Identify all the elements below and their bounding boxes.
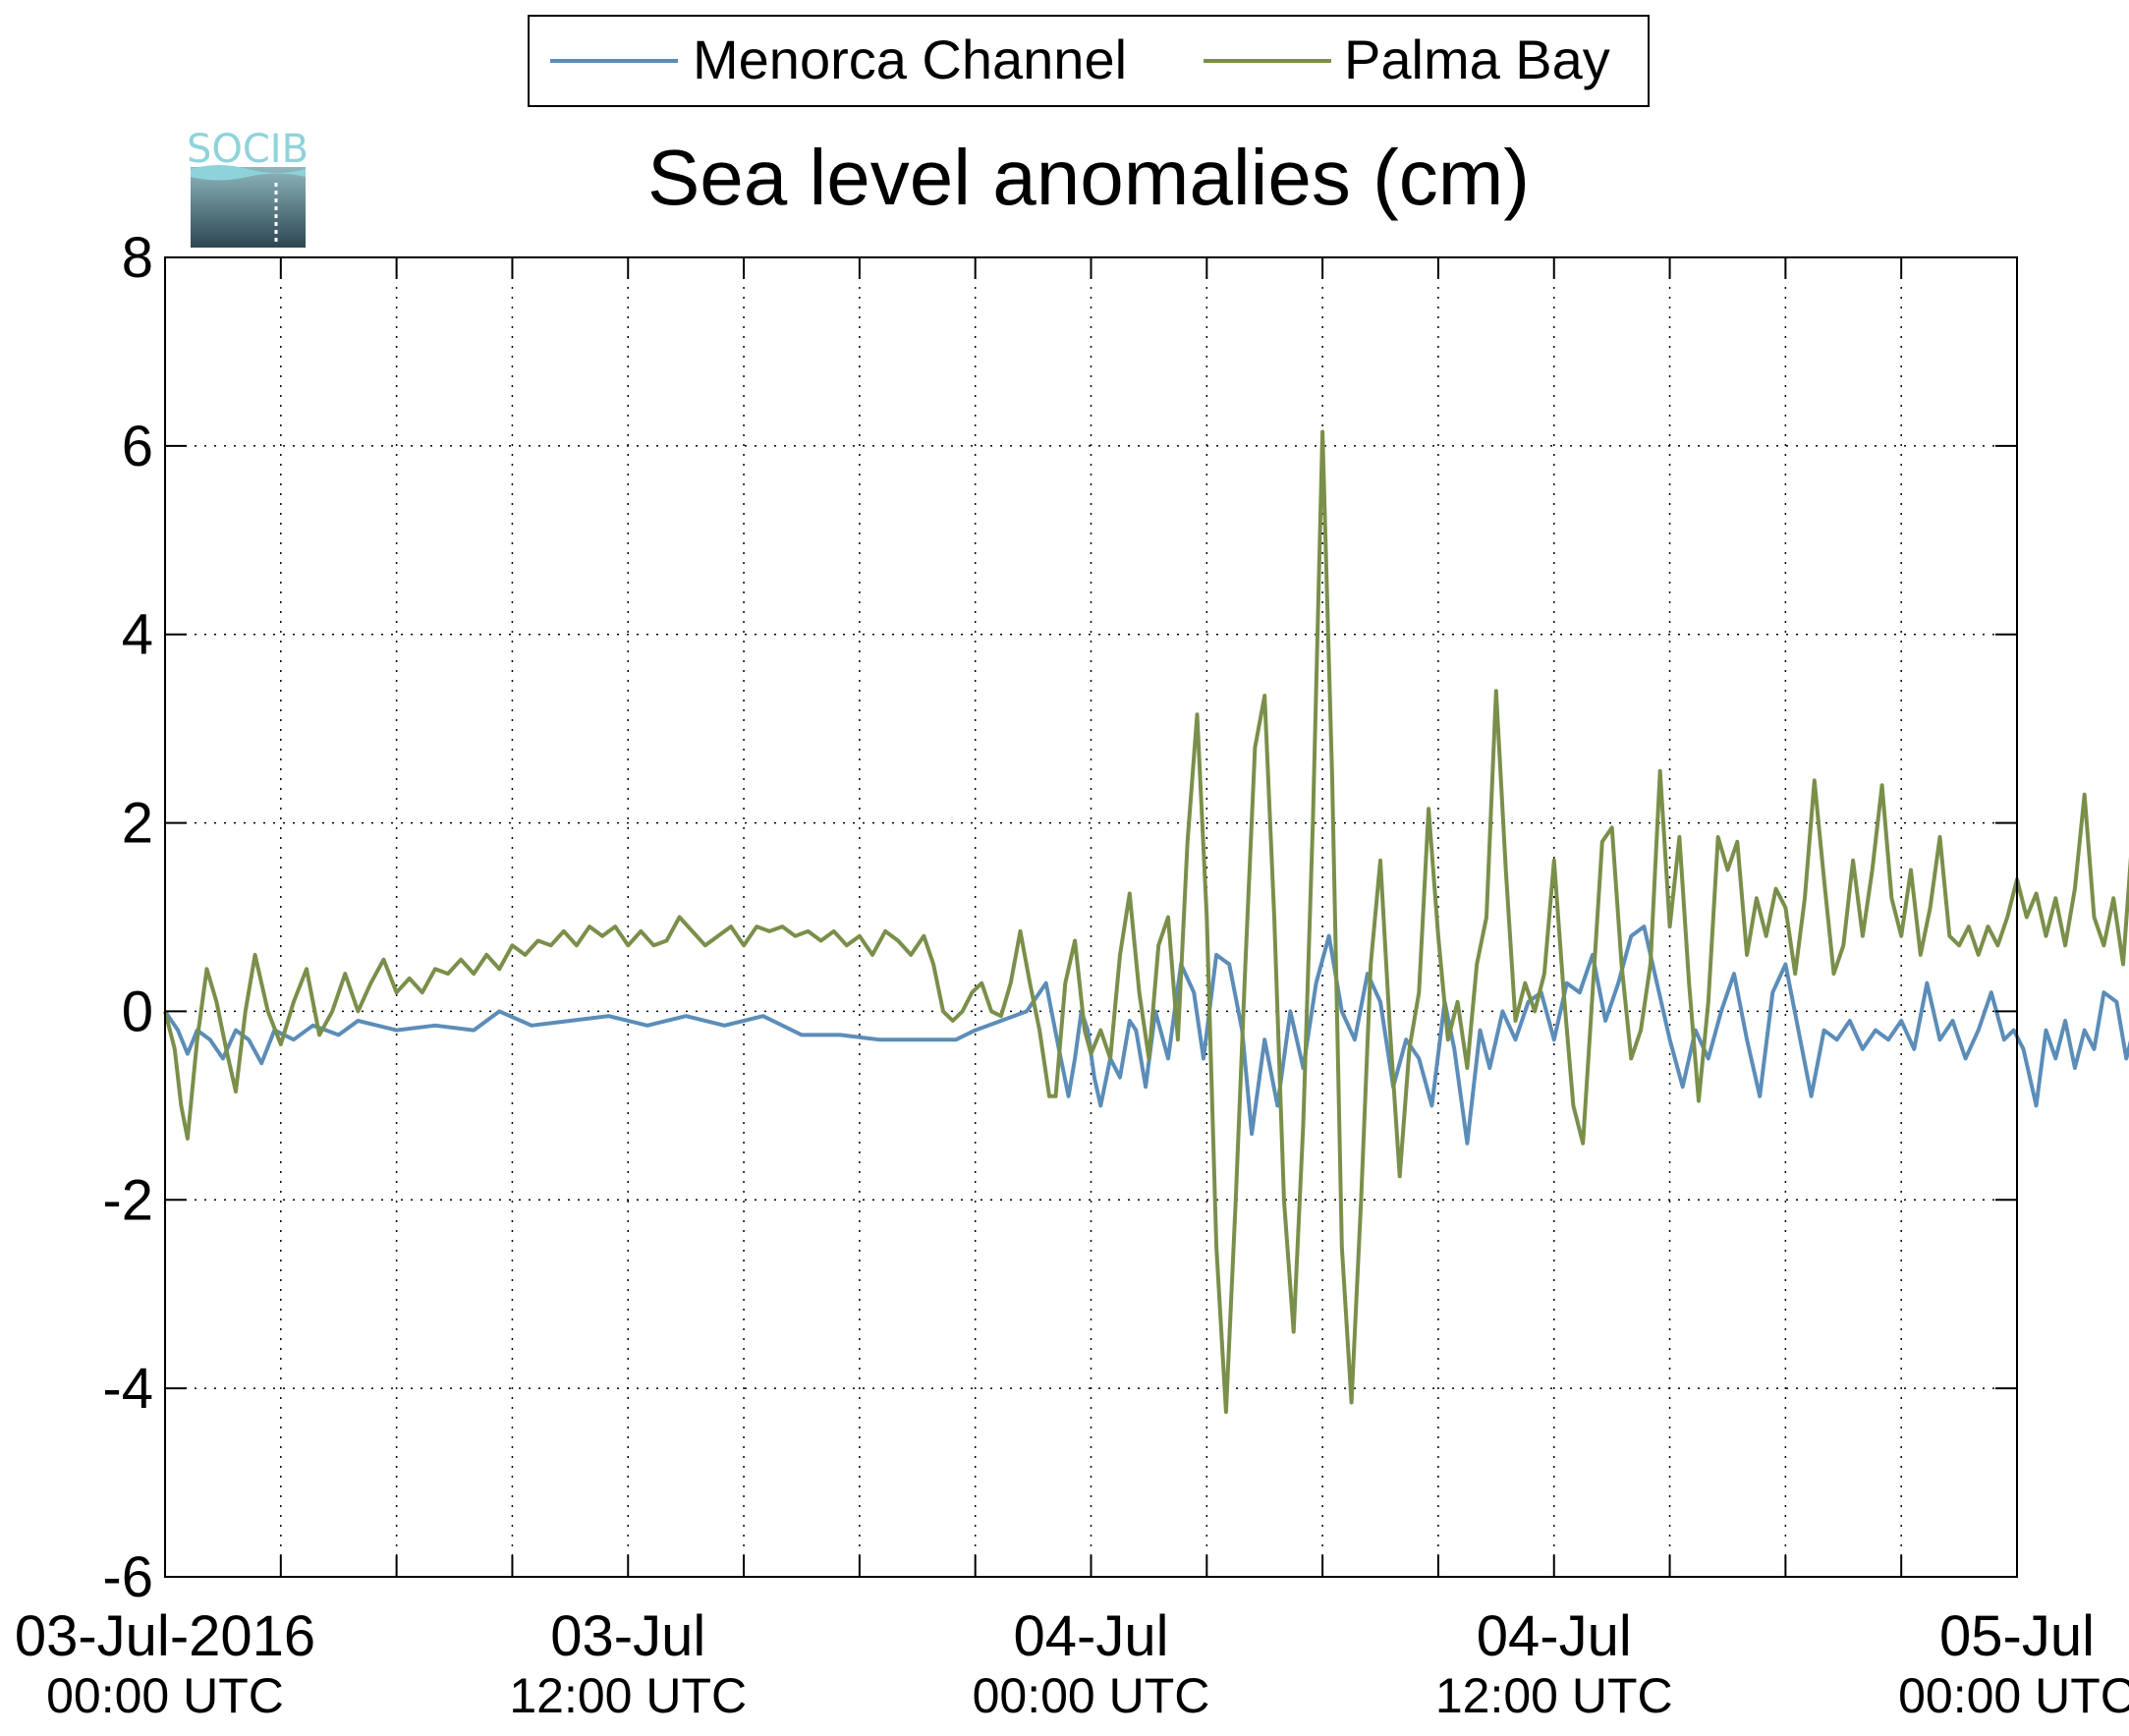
legend-box (528, 15, 1650, 107)
y-tick-label: 8 (122, 226, 153, 290)
x-tick-label-date: 03-Jul-2016 (15, 1604, 315, 1668)
socib-logo: SOCIB (187, 127, 308, 248)
x-tick-label-date: 05-Jul (1939, 1604, 2095, 1668)
x-tick-label-date: 04-Jul (1014, 1604, 1169, 1668)
logo-text: SOCIB (187, 127, 308, 172)
legend: Menorca Channel Palma Bay (528, 15, 1650, 107)
y-tick-label: -2 (102, 1168, 153, 1232)
x-tick-label-time: 00:00 UTC (46, 1668, 284, 1723)
x-tick-label-time: 12:00 UTC (1435, 1668, 1673, 1723)
axis-ticks (164, 256, 2018, 1578)
y-tick-label: 6 (122, 415, 153, 478)
y-axis-tick-labels: -6 -4 -2 0 2 4 6 8 (102, 226, 153, 1609)
y-tick-label: 0 (122, 980, 153, 1043)
x-tick-label-time: 00:00 UTC (973, 1668, 1210, 1723)
series-line-palma-bay (163, 429, 2129, 1415)
logo-wave (191, 165, 306, 181)
x-tick-label-time: 12:00 UTC (509, 1668, 747, 1723)
y-tick-label: 4 (122, 603, 153, 667)
legend-label-palma: Palma Bay (1344, 28, 1610, 90)
x-tick-label-date: 04-Jul (1477, 1604, 1632, 1668)
x-tick-label-time: 00:00 UTC (1898, 1668, 2129, 1723)
chart-title: Sea level anomalies (cm) (647, 134, 1530, 221)
series-line-menorca-channel (163, 924, 2129, 1146)
y-tick-label: -6 (102, 1545, 153, 1609)
x-tick-label-date: 03-Jul (550, 1604, 705, 1668)
y-tick-label: 2 (122, 792, 153, 856)
logo-gradient-block (191, 167, 306, 248)
y-tick-label: -4 (102, 1357, 153, 1421)
legend-label-menorca: Menorca Channel (693, 28, 1127, 90)
series-lines (163, 429, 2129, 1415)
